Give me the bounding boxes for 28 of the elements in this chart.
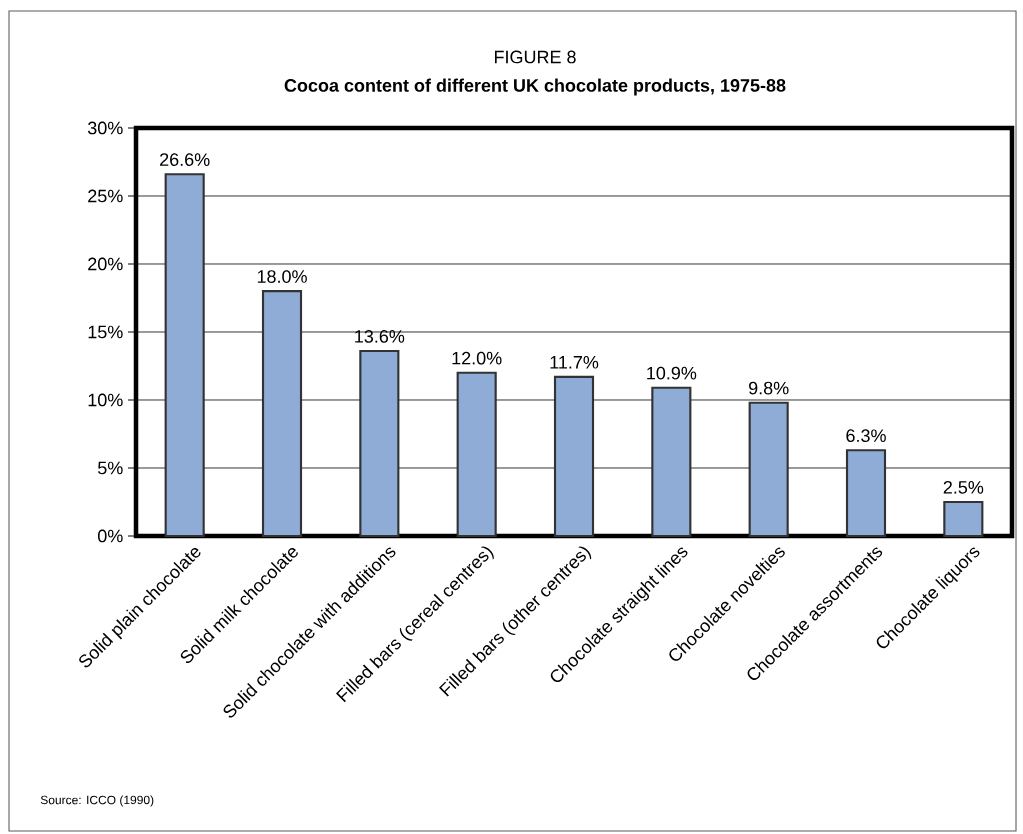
y-tick-label: 30% [87,121,123,135]
data-label: 9.8% [748,381,789,395]
chart-title: FIGURE 8 [494,50,576,64]
data-label: 13.6% [355,330,405,343]
bar [943,500,984,538]
y-tick-label: 0% [97,529,123,543]
bar [845,449,887,538]
data-label: 6.3% [846,429,886,443]
data-label: 2.5% [943,480,984,494]
bar [359,349,400,538]
bar [164,173,205,538]
data-label: 26.6% [160,153,210,166]
data-label: 11.7% [550,356,599,369]
source-note: Source: ICCO (1990) [40,795,154,807]
bar [553,375,595,538]
y-tick-label: 20% [88,257,123,271]
data-label: 10.9% [647,366,697,380]
data-label: 18.0% [257,270,307,283]
data-label: 12.0% [452,351,502,365]
y-tick-label: 15% [88,325,123,339]
chart-subtitle: Cocoa content of different UK chocolate products, 1975-88 [284,78,786,96]
y-tick-label: 10% [88,393,123,407]
bar [261,290,303,538]
bar [651,386,692,538]
bar [456,371,497,538]
y-tick-label: 25% [88,189,123,203]
bar [748,401,789,538]
y-tick-label: 5% [97,461,123,475]
